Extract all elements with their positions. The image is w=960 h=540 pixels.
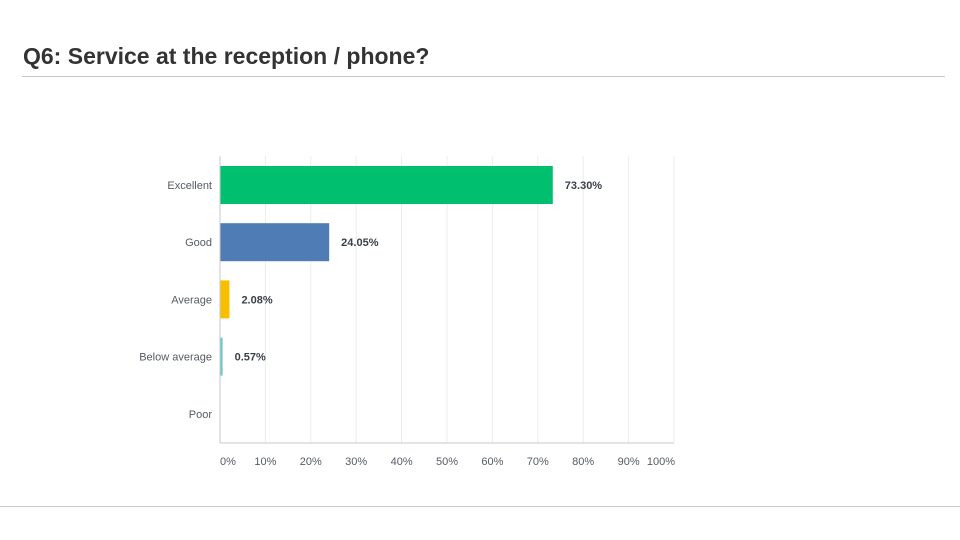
value-labels: 73.30% 24.05% 2.08% 0.57% xyxy=(235,180,603,364)
category-label-average: Average xyxy=(171,294,212,306)
category-label-poor: Poor xyxy=(189,409,213,421)
x-tick-label: 10% xyxy=(254,456,276,468)
x-tick-label: 90% xyxy=(618,456,640,468)
category-label-good: Good xyxy=(185,237,212,249)
bar-excellent xyxy=(220,166,553,204)
x-tick-label: 40% xyxy=(391,456,413,468)
slide-title: Q6: Service at the reception / phone? xyxy=(23,43,430,69)
footer-divider xyxy=(0,506,960,507)
category-labels: Excellent Good Average Below average Poor xyxy=(139,180,212,421)
x-tick-label: 30% xyxy=(345,456,367,468)
x-tick-label: 20% xyxy=(300,456,322,468)
value-label-below-average: 0.57% xyxy=(235,352,266,364)
x-tick-label: 70% xyxy=(527,456,549,468)
x-tick-label: 60% xyxy=(481,456,503,468)
x-tick-label: 50% xyxy=(436,456,458,468)
category-label-below-average: Below average xyxy=(139,352,212,364)
bars xyxy=(220,166,553,376)
value-label-good: 24.05% xyxy=(341,237,379,249)
axes xyxy=(219,156,674,444)
value-label-excellent: 73.30% xyxy=(565,180,603,192)
bar-good xyxy=(220,223,330,262)
category-label-excellent: Excellent xyxy=(167,180,212,192)
x-tick-label: 80% xyxy=(572,456,594,468)
bar-below-average xyxy=(220,337,223,376)
title-divider xyxy=(22,76,945,77)
x-tick-label: 100% xyxy=(647,456,675,468)
x-tick-label: 0% xyxy=(220,456,236,468)
tick-labels: 0% 10% 20% 30% 40% 50% 60% 70% 80% 90% 100% xyxy=(220,456,675,468)
bar-average xyxy=(220,280,230,319)
value-label-average: 2.08% xyxy=(241,294,272,306)
